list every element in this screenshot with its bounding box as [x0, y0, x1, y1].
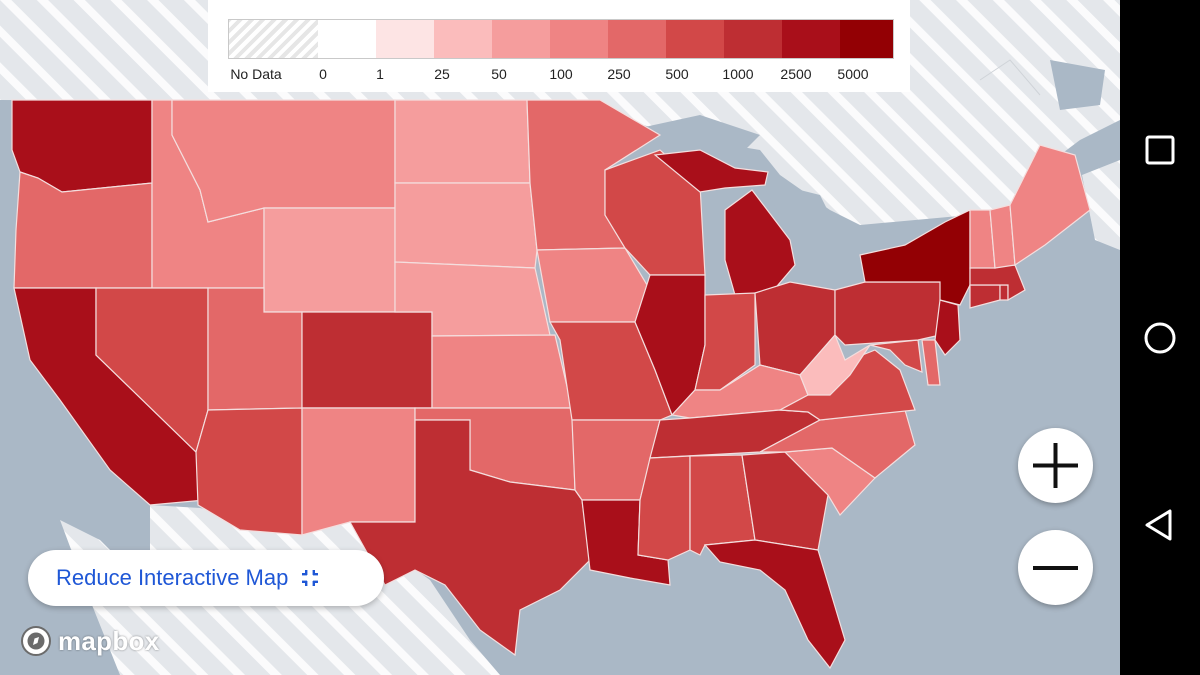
- legend-label-25: 25: [434, 66, 450, 82]
- state-pennsylvania[interactable]: [834, 281, 951, 346]
- legend-swatch-2500: [782, 20, 840, 58]
- mapbox-logo[interactable]: mapbox: [20, 625, 159, 657]
- legend-label-50: 50: [491, 66, 507, 82]
- state-rhode-island[interactable]: [999, 284, 1009, 301]
- home-circle-icon[interactable]: [1140, 318, 1180, 358]
- legend-label-500: 500: [665, 66, 689, 82]
- state-wyoming[interactable]: [263, 207, 396, 313]
- gulf-water: [1050, 60, 1105, 110]
- lake-huron: [760, 180, 840, 245]
- legend-swatch-1: [376, 20, 434, 58]
- legend-label-100: 100: [549, 66, 573, 82]
- legend-swatch-50: [492, 20, 550, 58]
- state-north-dakota[interactable]: [394, 99, 531, 184]
- lake-ontario: [855, 230, 905, 250]
- system-navigation-bar: [1120, 0, 1200, 675]
- nova-scotia-no-data: [1082, 160, 1120, 250]
- state-florida[interactable]: [703, 539, 846, 670]
- legend-swatch-1000: [724, 20, 782, 58]
- mapbox-wordmark: mapbox: [58, 625, 160, 656]
- state-south-dakota[interactable]: [394, 182, 538, 269]
- legend-label-5000: 5000: [837, 66, 869, 82]
- legend-swatch-5000: [840, 20, 894, 58]
- legend-swatch-25: [434, 20, 492, 58]
- state-new-mexico[interactable]: [301, 407, 416, 536]
- zoom-in-button[interactable]: [1018, 428, 1093, 503]
- zoom-out-button[interactable]: [1018, 530, 1093, 605]
- province-border: [979, 59, 1041, 96]
- legend-label-no-data: No Data: [230, 66, 282, 82]
- plus-icon: [1033, 443, 1078, 488]
- legend-label-0: 0: [319, 66, 327, 82]
- state-montana[interactable]: [171, 99, 396, 223]
- collapse-icon: [302, 570, 319, 586]
- legend-label-1: 1: [376, 66, 384, 82]
- mapbox-mark-icon: [21, 626, 51, 656]
- state-michigan-lower[interactable]: [724, 189, 796, 296]
- legend-swatch-500: [666, 20, 724, 58]
- state-oregon[interactable]: [13, 171, 153, 289]
- back-triangle-icon[interactable]: [1140, 505, 1180, 545]
- map-canvas[interactable]: [0, 0, 1120, 675]
- reduce-map-label: Reduce Interactive Map: [56, 565, 289, 590]
- legend-swatch-0: [318, 20, 376, 58]
- recents-square-icon[interactable]: [1140, 130, 1180, 170]
- state-west-virginia[interactable]: [799, 333, 871, 396]
- legend-swatch-100: [550, 20, 608, 58]
- legend-swatch-no-data: [228, 20, 318, 58]
- state-maine[interactable]: [1009, 144, 1091, 267]
- state-michigan-upper[interactable]: [653, 149, 769, 193]
- map-legend: [208, 0, 910, 92]
- state-kansas[interactable]: [431, 334, 573, 409]
- state-delaware[interactable]: [921, 339, 941, 386]
- lake-superior: [640, 115, 760, 160]
- interactive-map[interactable]: No Data 0 1 25 50 100 250 500 1000 2500 …: [0, 0, 1120, 675]
- reduce-map-button[interactable]: Reduce Interactive Map: [28, 550, 384, 606]
- legend-label-2500: 2500: [780, 66, 812, 82]
- lake-erie: [790, 255, 870, 285]
- legend-swatch-250: [608, 20, 666, 58]
- legend-label-1000: 1000: [722, 66, 754, 82]
- state-colorado[interactable]: [301, 311, 433, 409]
- minus-icon: [1033, 566, 1078, 570]
- legend-label-250: 250: [607, 66, 631, 82]
